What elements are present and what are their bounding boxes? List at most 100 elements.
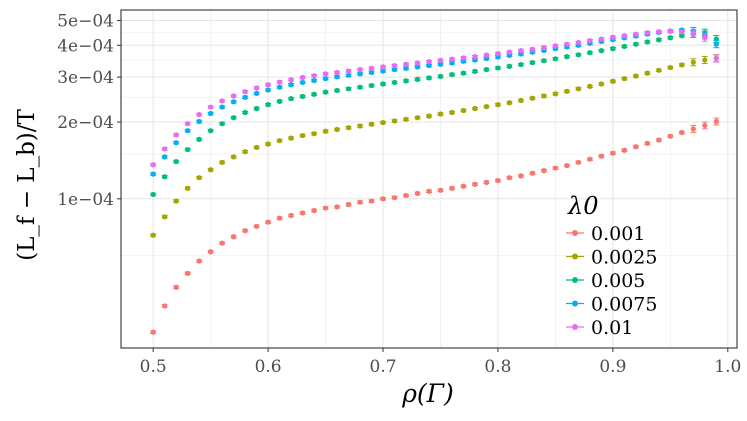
data-point <box>483 179 490 185</box>
data-point <box>357 67 363 73</box>
data-point <box>185 270 191 276</box>
data-point <box>150 329 156 335</box>
data-point <box>506 175 513 181</box>
x-tick-label: 1.0 <box>714 357 741 377</box>
data-point <box>288 212 294 219</box>
data-points <box>150 27 720 335</box>
data-point <box>231 115 237 121</box>
data-point <box>322 128 329 134</box>
data-point <box>162 214 168 220</box>
legend-key-point <box>572 277 578 283</box>
data-point <box>345 72 352 78</box>
data-point <box>426 59 432 65</box>
data-point <box>426 75 432 81</box>
data-point <box>219 104 225 110</box>
data-point <box>598 36 604 42</box>
data-point <box>322 205 329 211</box>
y-tick-label: 3e−04 <box>57 68 114 88</box>
data-point <box>276 79 283 85</box>
x-tick-label: 0.9 <box>599 357 626 377</box>
data-point <box>713 118 719 125</box>
data-point <box>242 89 248 95</box>
data-point <box>288 135 294 141</box>
data-point <box>449 185 455 191</box>
legend-label: 0.005 <box>591 270 645 292</box>
x-axis-label: ρ(Γ) <box>401 379 454 408</box>
data-point <box>472 68 478 74</box>
data-point <box>656 137 662 143</box>
data-point <box>437 57 444 63</box>
data-point <box>449 56 455 62</box>
data-point <box>345 125 352 131</box>
data-point <box>518 97 524 104</box>
data-point <box>610 34 616 40</box>
data-point <box>414 60 421 66</box>
data-point <box>621 33 627 39</box>
data-point <box>311 77 317 84</box>
data-point <box>621 147 627 153</box>
data-point <box>403 192 409 199</box>
data-point <box>380 81 386 87</box>
data-point <box>644 39 650 45</box>
data-point <box>208 249 214 255</box>
legend-label: 0.001 <box>591 223 645 245</box>
data-point <box>426 62 432 69</box>
legend-key-point <box>572 253 578 260</box>
data-point <box>276 98 283 104</box>
data-point <box>564 41 570 47</box>
data-point <box>449 71 455 78</box>
data-point <box>552 165 559 171</box>
data-point <box>242 149 248 155</box>
data-point <box>679 33 685 39</box>
data-point <box>656 67 662 73</box>
data-point <box>633 73 639 79</box>
data-point <box>633 144 639 150</box>
data-point <box>265 87 271 93</box>
data-point <box>587 83 593 89</box>
data-point <box>679 129 685 136</box>
y-tick-label: 4e−04 <box>57 36 114 56</box>
x-tick-label: 0.5 <box>140 357 167 377</box>
data-point <box>460 70 467 76</box>
data-point <box>288 82 294 88</box>
data-point <box>219 121 225 127</box>
data-point <box>644 140 650 146</box>
y-tick-label: 1e−04 <box>57 190 114 210</box>
data-point <box>518 61 524 68</box>
data-point <box>690 59 696 65</box>
data-point <box>702 122 708 129</box>
legend-label: 0.0025 <box>591 247 657 269</box>
data-point <box>380 68 386 74</box>
data-point <box>173 140 179 146</box>
data-point <box>288 96 294 102</box>
data-point <box>380 196 386 202</box>
data-point <box>403 65 409 71</box>
data-point <box>357 84 363 90</box>
data-point <box>541 93 547 99</box>
data-point <box>575 52 582 58</box>
data-point <box>150 232 156 238</box>
data-point <box>254 90 260 97</box>
data-point <box>231 154 237 160</box>
data-point <box>185 128 191 134</box>
data-point <box>587 38 593 44</box>
data-point <box>437 187 444 193</box>
series-0.0025 <box>150 54 720 238</box>
data-point <box>633 31 639 37</box>
data-point <box>150 171 156 177</box>
data-point <box>196 118 202 125</box>
data-point <box>265 219 271 225</box>
series-0.001 <box>150 117 720 335</box>
data-point <box>345 201 352 208</box>
data-point <box>414 76 421 82</box>
y-axis: 1e−04 2e−04 3e−04 4e−04 5e−04 <box>57 12 121 210</box>
data-point <box>219 159 225 165</box>
data-point <box>667 133 673 139</box>
data-point <box>495 51 501 57</box>
data-point <box>621 43 627 49</box>
data-point <box>345 68 352 74</box>
data-point <box>575 86 582 92</box>
data-point <box>391 67 398 73</box>
y-tick-label: 5e−04 <box>57 12 114 32</box>
